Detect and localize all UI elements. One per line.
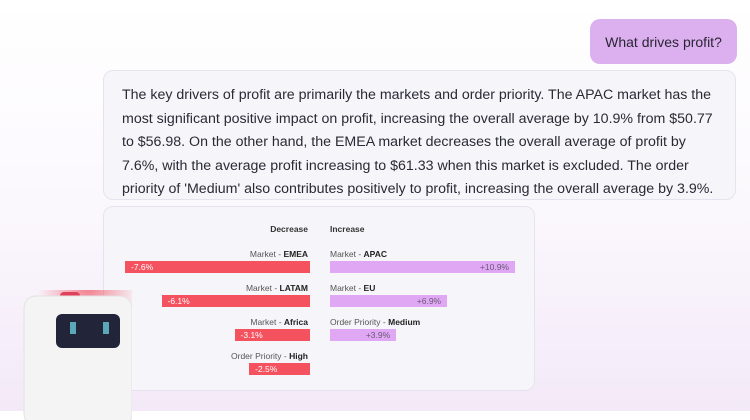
increase-bar: +6.9% [330,295,448,307]
increase-header: Increase [330,224,365,234]
bar-label: Market - APAC [330,249,388,259]
bar-label: Market - LATAM [245,283,308,293]
increase-bar: +3.9% [330,329,397,341]
bar-label: Order Priority - Medium [330,317,421,327]
bar-label: Order Priority - High [231,351,308,361]
increase-bar: +10.9% [330,261,515,273]
decrease-bar: -6.1% [161,295,310,307]
decrease-bar: -3.1% [234,329,310,341]
bar-label: Market - EU [330,283,376,293]
key-drivers-chart: Decrease Increase Market - EMEA -7.6% Mark… [103,206,535,391]
bar-label: Market - Africa [250,317,308,327]
bar-label: Market - EMEA [249,249,308,259]
assistant-answer: The key drivers of profit are primarily … [103,70,736,200]
decrease-header: Decrease [270,224,308,234]
decrease-bar: -7.6% [125,261,310,273]
robot-mascot [23,290,132,420]
user-message-bubble: What drives profit? [590,19,737,64]
decrease-bar: -2.5% [249,363,310,375]
